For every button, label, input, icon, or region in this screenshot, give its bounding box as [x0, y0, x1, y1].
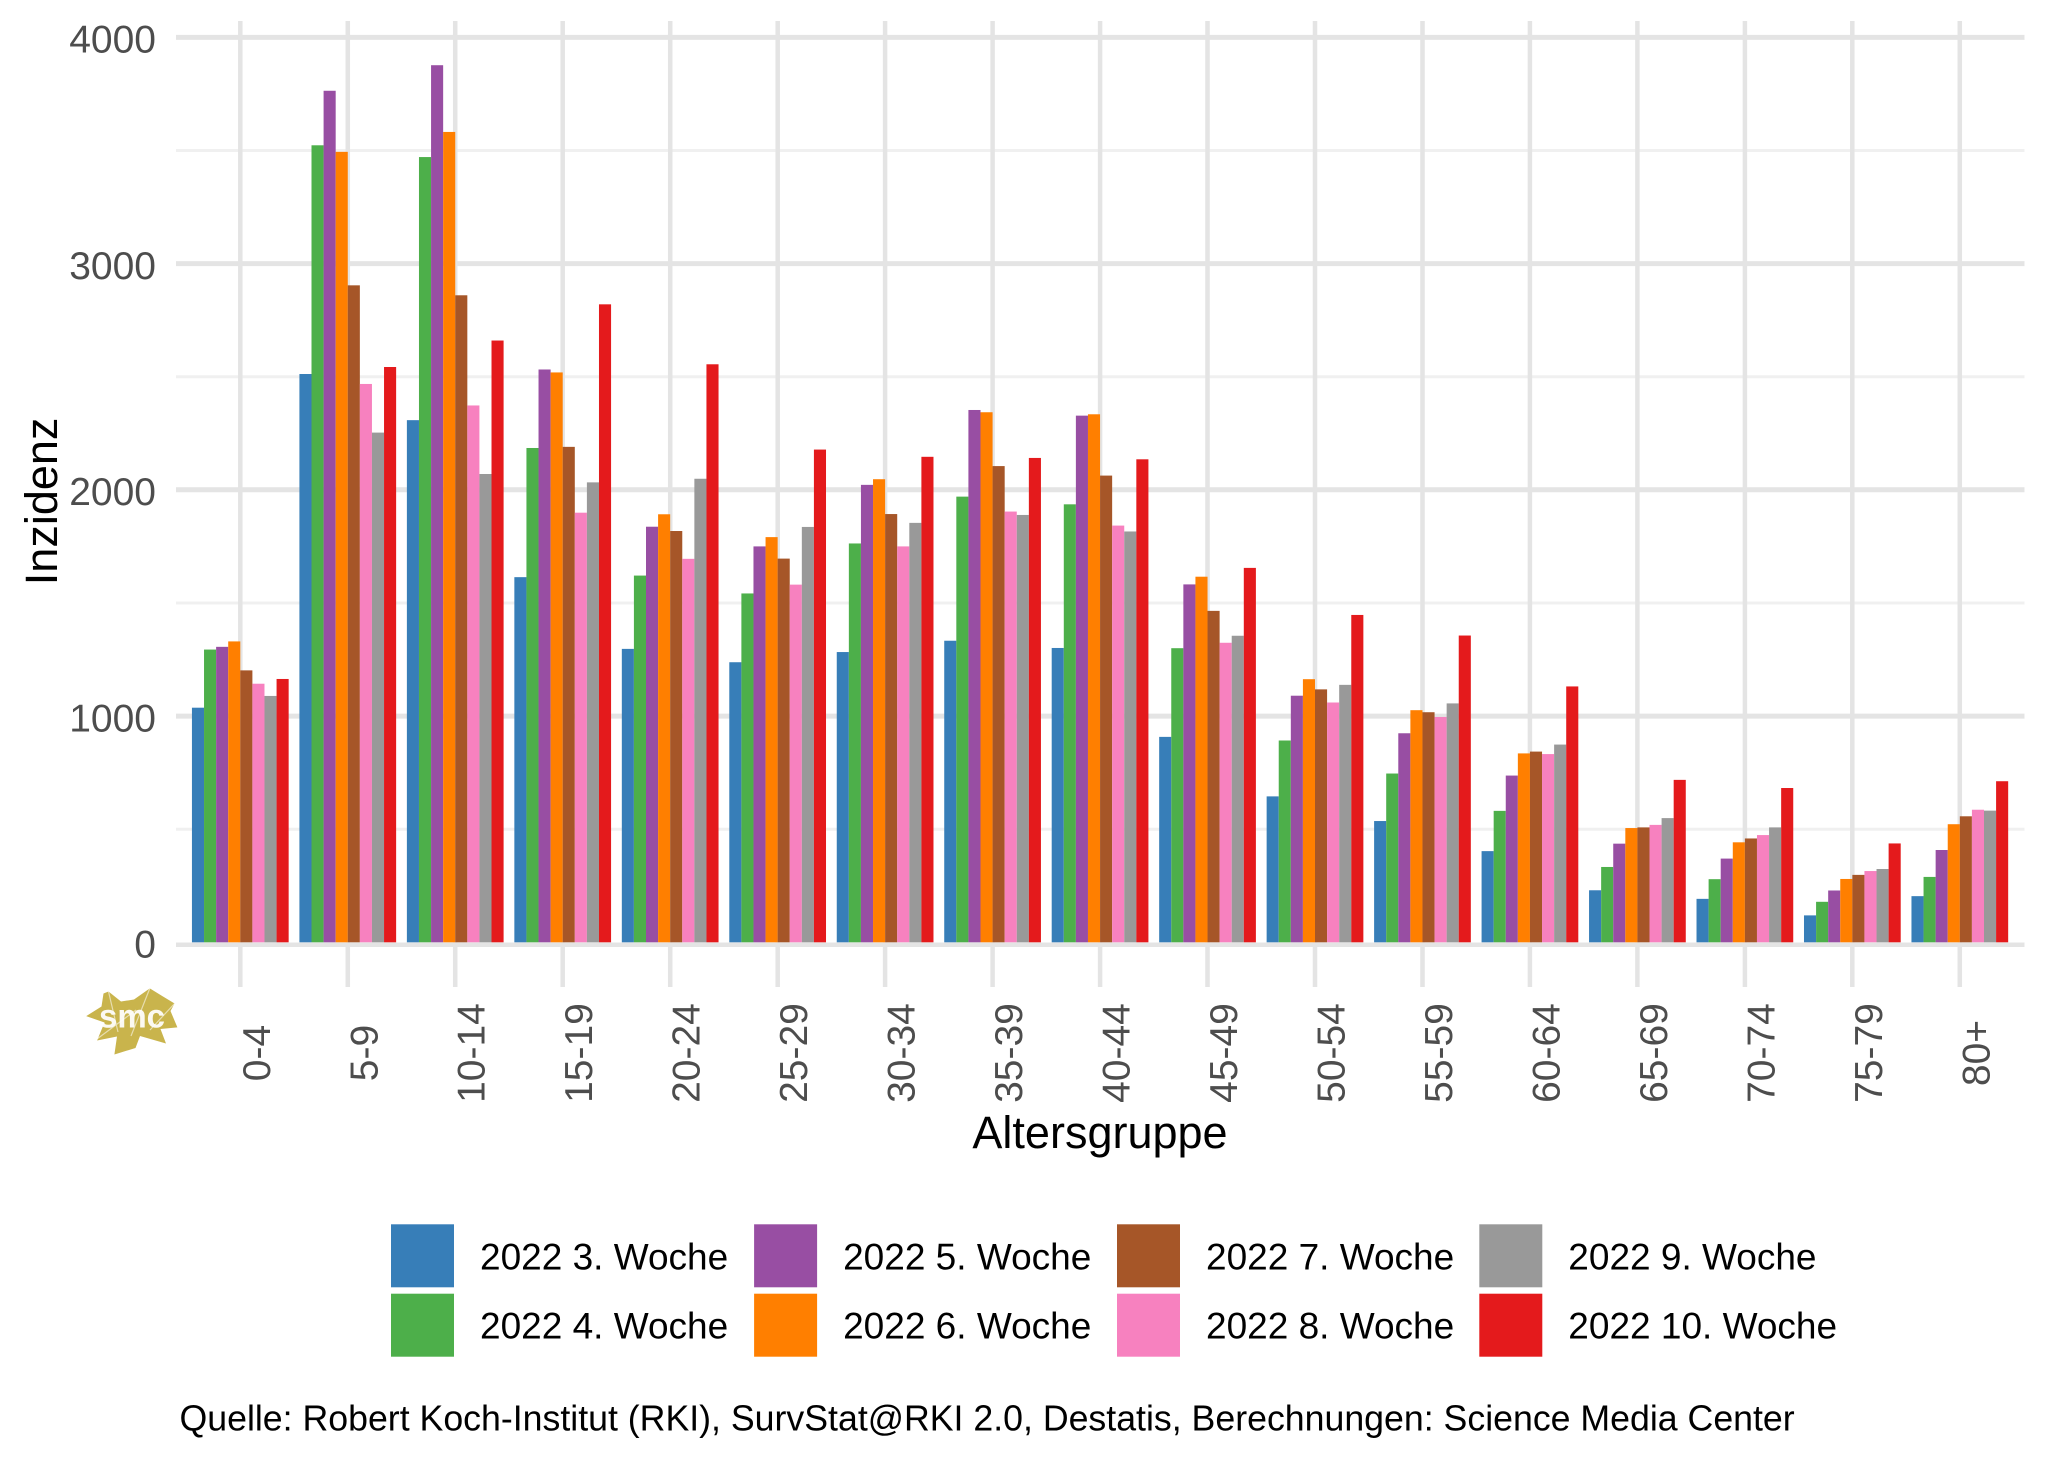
- svg-text:1000: 1000: [69, 697, 156, 740]
- svg-text:60-64: 60-64: [1525, 1003, 1568, 1103]
- svg-text:2022 10. Woche: 2022 10. Woche: [1568, 1306, 1837, 1347]
- svg-text:Inzidenz: Inzidenz: [16, 418, 67, 586]
- svg-text:20-24: 20-24: [666, 1003, 709, 1103]
- svg-text:40-44: 40-44: [1096, 1003, 1139, 1103]
- svg-text:3000: 3000: [69, 245, 156, 288]
- svg-text:2022 8. Woche: 2022 8. Woche: [1206, 1306, 1454, 1347]
- svg-text:0: 0: [134, 924, 156, 967]
- svg-text:2022 9. Woche: 2022 9. Woche: [1568, 1236, 1816, 1277]
- svg-text:5-9: 5-9: [343, 1025, 386, 1081]
- svg-text:10-14: 10-14: [451, 1003, 494, 1103]
- svg-text:65-69: 65-69: [1633, 1003, 1676, 1103]
- svg-text:2022 6. Woche: 2022 6. Woche: [843, 1306, 1091, 1347]
- svg-text:smc: smc: [99, 998, 165, 1035]
- svg-text:75-79: 75-79: [1848, 1003, 1891, 1103]
- svg-text:2022 5. Woche: 2022 5. Woche: [843, 1236, 1091, 1277]
- svg-text:35-39: 35-39: [988, 1003, 1031, 1103]
- svg-text:Altersgruppe: Altersgruppe: [972, 1107, 1227, 1158]
- svg-text:4000: 4000: [69, 19, 156, 62]
- svg-text:15-19: 15-19: [558, 1003, 601, 1103]
- svg-text:2022 3. Woche: 2022 3. Woche: [480, 1236, 728, 1277]
- svg-text:2022 4. Woche: 2022 4. Woche: [480, 1306, 728, 1347]
- svg-text:25-29: 25-29: [773, 1003, 816, 1103]
- svg-text:55-59: 55-59: [1418, 1003, 1461, 1103]
- svg-text:30-34: 30-34: [881, 1003, 924, 1103]
- svg-text:80+: 80+: [1955, 1020, 1998, 1086]
- svg-text:45-49: 45-49: [1203, 1003, 1246, 1103]
- svg-text:0-4: 0-4: [236, 1025, 279, 1081]
- svg-text:50-54: 50-54: [1311, 1003, 1354, 1103]
- svg-text:70-74: 70-74: [1740, 1003, 1783, 1103]
- svg-text:Quelle: Robert Koch-Institut (: Quelle: Robert Koch-Institut (RKI), Surv…: [180, 1399, 1795, 1439]
- svg-text:2022 7. Woche: 2022 7. Woche: [1206, 1236, 1454, 1277]
- svg-text:2000: 2000: [69, 471, 156, 514]
